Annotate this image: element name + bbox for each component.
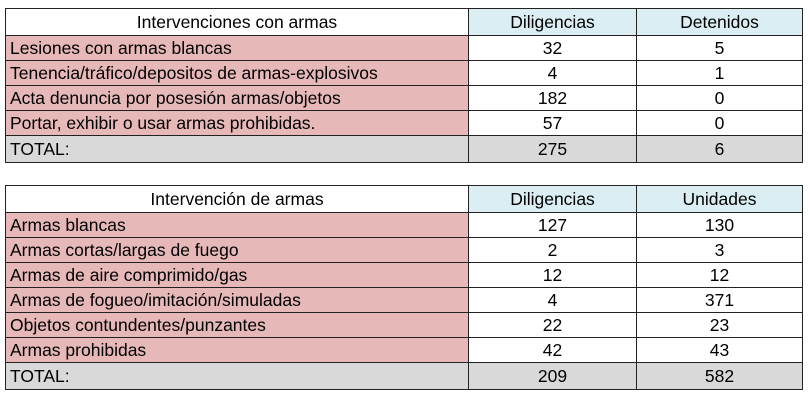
row-label: Objetos contundentes/punzantes [5,312,469,338]
cell: Diligencias [468,8,637,36]
cell: 0 [636,110,803,136]
row-label: Acta denuncia por posesión armas/objetos [5,85,469,111]
total-row: TOTAL: 275 6 [5,135,803,163]
cell: 32 [468,35,637,61]
row-label: Lesiones con armas blancas [5,35,469,61]
cell: Detenidos [636,8,803,36]
cell: 12 [468,262,637,288]
body-row: Acta denuncia por posesión armas/objetos… [5,85,803,111]
cell: 6 [636,135,803,163]
cell: 371 [636,287,803,313]
row-label: Intervención de armas [5,185,469,213]
row-label: Armas de fogueo/imitación/simuladas [5,287,469,313]
row-label: Intervenciones con armas [5,8,469,36]
cell: 2 [468,237,637,263]
cell: 182 [468,85,637,111]
row-label: Armas blancas [5,212,469,238]
cell: 1 [636,60,803,86]
cell: 57 [468,110,637,136]
cell: 22 [468,312,637,338]
row-label: Tenencia/tráfico/depositos de armas-expl… [5,60,469,86]
cell: 23 [636,312,803,338]
body-row: Portar, exhibir o usar armas prohibidas.… [5,110,803,136]
body-row: Armas blancas 127 130 [5,212,803,238]
head-row: Intervención de armas Diligencias Unidades [5,185,803,213]
body-row: Armas de aire comprimido/gas 12 12 [5,262,803,288]
cell: 275 [468,135,637,163]
body-row: Armas cortas/largas de fuego 2 3 [5,237,803,263]
cell: Diligencias [468,185,637,213]
data-table: Intervenciones con armas Diligencias Deten… [5,8,803,163]
cell: 4 [468,60,637,86]
row-label: Portar, exhibir o usar armas prohibidas. [5,110,469,136]
cell: Unidades [636,185,803,213]
cell: 43 [636,337,803,363]
cell: 0 [636,85,803,111]
cell: 582 [636,362,803,390]
cell: 4 [468,287,637,313]
row-label: Armas cortas/largas de fuego [5,237,469,263]
body-row: Armas prohibidas 42 43 [5,337,803,363]
body-row: Objetos contundentes/punzantes 22 23 [5,312,803,338]
total-row: TOTAL: 209 582 [5,362,803,390]
cell: 12 [636,262,803,288]
cell: 127 [468,212,637,238]
row-label: TOTAL: [5,135,469,163]
cell: 209 [468,362,637,390]
data-table: Intervención de armas Diligencias Unidades… [5,185,803,390]
cell: 130 [636,212,803,238]
body-row: Lesiones con armas blancas 32 5 [5,35,803,61]
cell: 5 [636,35,803,61]
cell: 3 [636,237,803,263]
head-row: Intervenciones con armas Diligencias Deten… [5,8,803,36]
row-label: Armas de aire comprimido/gas [5,262,469,288]
row-label: Armas prohibidas [5,337,469,363]
cell: 42 [468,337,637,363]
body-row: Armas de fogueo/imitación/simuladas 4 371 [5,287,803,313]
row-label: TOTAL: [5,362,469,390]
body-row: Tenencia/tráfico/depositos de armas-expl… [5,60,803,86]
